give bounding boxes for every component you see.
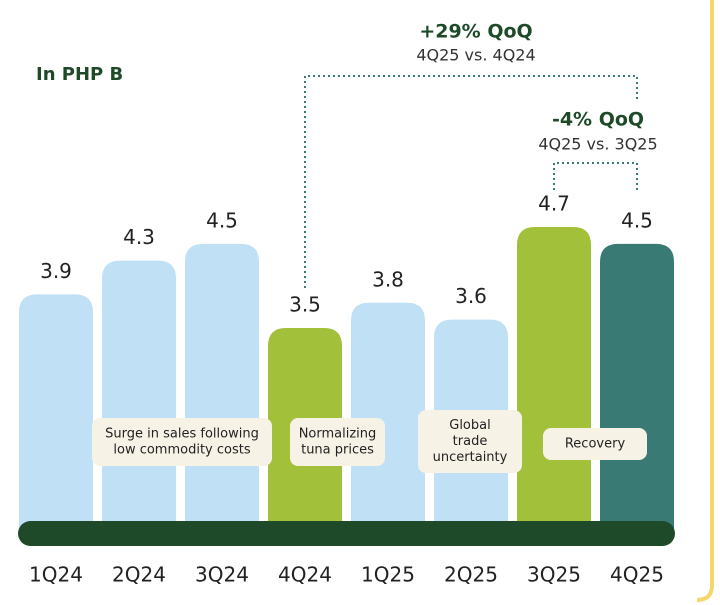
unit-label: In PHP B	[36, 64, 123, 85]
note-text: Surge in sales following	[105, 427, 259, 442]
note-text: tuna prices	[301, 443, 374, 458]
value-label: 3.5	[289, 293, 321, 317]
bar	[517, 227, 591, 530]
note-text: Normalizing	[299, 427, 377, 442]
x-tick-label: 1Q25	[361, 563, 415, 587]
x-tick-label: 4Q25	[610, 563, 664, 587]
baseline-bar	[18, 521, 675, 546]
comparison-detail: 4Q25 vs. 4Q24	[416, 46, 535, 65]
note-text: trade	[453, 434, 488, 449]
x-tick-label: 2Q24	[112, 563, 166, 587]
comparison-label: +29% QoQ	[419, 21, 532, 43]
x-tick-label: 2Q25	[444, 563, 498, 587]
comparison-label: -4% QoQ	[552, 109, 644, 131]
x-tick-label: 3Q24	[195, 563, 249, 587]
note-text: low commodity costs	[113, 443, 250, 458]
value-label: 4.3	[123, 225, 155, 249]
bar	[185, 243, 259, 531]
note-text: Global	[449, 418, 490, 433]
comparison-detail: 4Q25 vs. 3Q25	[538, 135, 657, 154]
frame-edge	[696, 0, 714, 602]
note-box	[290, 418, 385, 466]
bracket	[304, 75, 638, 288]
note-box	[418, 410, 522, 473]
bar	[600, 243, 674, 531]
value-label: 4.7	[538, 192, 570, 216]
x-tick-label: 1Q24	[29, 563, 83, 587]
value-label: 4.5	[621, 208, 653, 232]
value-label: 4.5	[206, 208, 238, 232]
bracket	[553, 162, 638, 190]
value-label: 3.8	[372, 267, 404, 291]
note-text: uncertainty	[433, 450, 508, 465]
value-label: 3.9	[40, 259, 72, 283]
note-box	[92, 418, 272, 466]
bar	[19, 294, 93, 530]
x-tick-label: 4Q24	[278, 563, 332, 587]
note-box	[543, 428, 647, 460]
note-text: Recovery	[565, 437, 626, 452]
value-label: 3.6	[455, 284, 487, 308]
x-tick-label: 3Q25	[527, 563, 581, 587]
bar	[102, 260, 176, 530]
bar	[351, 302, 425, 530]
